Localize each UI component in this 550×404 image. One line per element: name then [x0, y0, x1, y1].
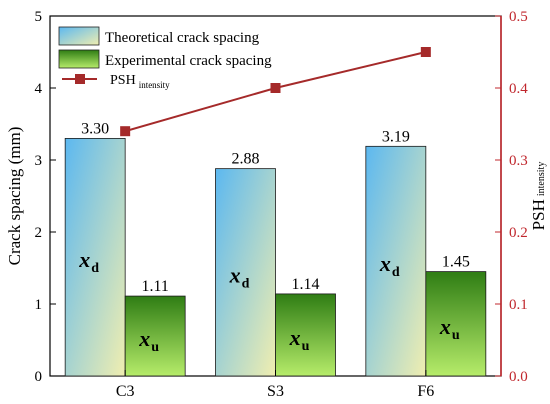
- y2-axis-label: PSH intensity: [529, 162, 548, 231]
- bar-annotation-theoretical-f6: xd: [379, 251, 400, 280]
- bar-annotation-sub: d: [392, 265, 400, 280]
- bar-annotation-main: x: [439, 314, 451, 339]
- x-tick-label-c3: C3: [116, 383, 135, 400]
- bar-annotation-sub: d: [91, 261, 99, 276]
- right-axis: 0.0 0.1 0.2 0.3 0.4 0.5: [495, 9, 528, 385]
- legend-swatch-theoretical: [58, 26, 100, 46]
- bar-annotation-main: x: [379, 251, 391, 276]
- legend-swatch-experimental: [58, 49, 100, 69]
- legend-label-psh: PSH intensity: [110, 73, 170, 90]
- bar-annotation-main: x: [78, 247, 90, 272]
- bar-annotation-sub: u: [151, 340, 159, 355]
- bar-annotation-experimental-f6: xu: [439, 314, 460, 343]
- x-tick-label-f6: F6: [417, 383, 434, 400]
- bar-annotation-main: x: [229, 262, 241, 287]
- psh-marker-f6: [420, 47, 431, 57]
- bar-annotation-experimental-s3: xu: [289, 325, 310, 354]
- psh-marker-c3: [120, 126, 131, 137]
- bar-annotation-theoretical-s3: xd: [229, 262, 250, 291]
- legend-label-psh-sub: intensity: [139, 80, 170, 90]
- bar-theoretical-c3: [64, 137, 126, 377]
- legend-marker-psh: [75, 74, 85, 84]
- left-tick-label: 4: [35, 81, 43, 97]
- psh-marker-s3: [270, 83, 281, 93]
- legend-label-theoretical: Theoretical crack spacing: [105, 30, 260, 46]
- left-tick-label: 3: [35, 153, 43, 169]
- bar-annotation-main: x: [138, 326, 150, 351]
- bar-annotation-experimental-c3: xu: [138, 326, 159, 355]
- bar-annotation-main: x: [289, 325, 301, 350]
- bar-theoretical-s3: [215, 168, 276, 377]
- data-label-experimental-s3: 1.14: [292, 276, 320, 293]
- right-tick-label: 0.5: [509, 9, 528, 25]
- data-label-theoretical-f6: 3.19: [382, 128, 410, 145]
- x-tick-label-s3: S3: [267, 383, 284, 400]
- left-tick-label: 0: [35, 369, 43, 385]
- left-tick-label: 5: [35, 9, 43, 25]
- y-axis-label: Crack spacing (mm): [5, 127, 24, 266]
- psh-line-group: [120, 47, 431, 137]
- right-tick-label: 0.2: [509, 225, 528, 241]
- legend-label-experimental: Experimental crack spacing: [105, 53, 272, 69]
- right-tick-label: 0.1: [509, 297, 528, 313]
- left-tick-label: 1: [35, 297, 43, 313]
- right-tick-label: 0.4: [509, 81, 528, 97]
- data-label-experimental-f6: 1.45: [442, 254, 470, 271]
- right-tick-label: 0.3: [509, 153, 528, 169]
- legend-label-psh-main: PSH: [110, 73, 136, 88]
- data-label-experimental-c3: 1.11: [141, 278, 168, 295]
- bar-experimental-c3: [124, 295, 186, 377]
- y2-axis-label-main: PSH: [529, 199, 548, 230]
- left-tick-label: 2: [35, 225, 43, 241]
- legend: Theoretical crack spacing Experimental c…: [58, 26, 272, 90]
- bar-annotation-sub: d: [242, 276, 250, 291]
- data-label-theoretical-c3: 3.30: [81, 120, 109, 137]
- bar-experimental-s3: [275, 293, 336, 377]
- bar-theoretical-f6: [365, 145, 427, 377]
- left-axis: 0 1 2 3 4 5: [35, 9, 56, 385]
- bar-experimental-f6: [425, 271, 487, 377]
- bar-annotation-theoretical-c3: xd: [78, 247, 99, 276]
- y2-axis-label-sub: intensity: [536, 162, 547, 196]
- right-tick-label: 0.0: [509, 369, 528, 385]
- bar-annotation-sub: u: [302, 339, 310, 354]
- data-label-theoretical-s3: 2.88: [232, 151, 260, 168]
- x-axis: C3 S3 F6: [116, 370, 434, 400]
- bar-annotation-sub: u: [452, 328, 460, 343]
